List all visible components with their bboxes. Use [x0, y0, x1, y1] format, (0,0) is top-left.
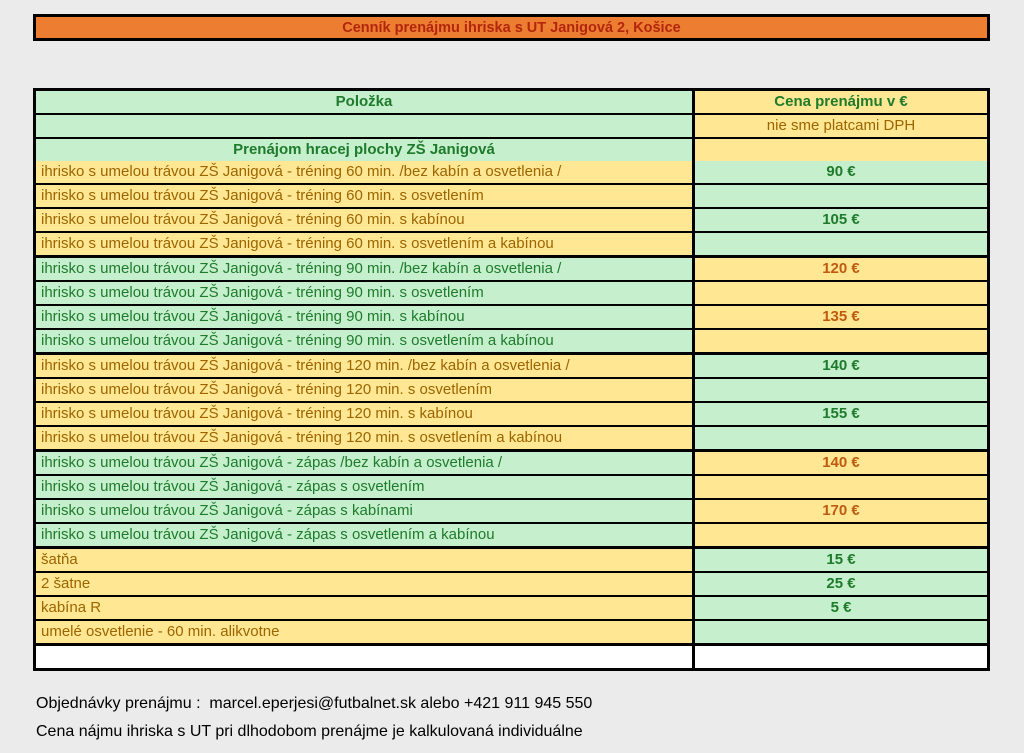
table-row: ihrisko s umelou trávou ZŠ Janigová - tr… [36, 328, 987, 352]
empty-price-cell [692, 139, 987, 161]
table-row: umelé osvetlenie - 60 min. alikvotne [36, 619, 987, 643]
table-row: ihrisko s umelou trávou ZŠ Janigová - zá… [36, 498, 987, 522]
item-cell: ihrisko s umelou trávou ZŠ Janigová - tr… [36, 330, 692, 352]
table-row: ihrisko s umelou trávou ZŠ Janigová - tr… [36, 377, 987, 401]
price-cell [692, 476, 987, 498]
table-rows: ihrisko s umelou trávou ZŠ Janigová - tr… [36, 161, 987, 643]
price-cell: 105 € [692, 209, 987, 231]
vat-note-cell: nie sme platcami DPH [692, 115, 987, 137]
price-cell [692, 524, 987, 546]
table-row: šatňa 15 € [36, 546, 987, 571]
price-cell: 15 € [692, 549, 987, 571]
page-title: Cenník prenájmu ihriska s UT Janigová 2,… [342, 19, 681, 36]
price-cell: 135 € [692, 306, 987, 328]
item-cell: ihrisko s umelou trávou ZŠ Janigová - tr… [36, 258, 692, 280]
price-cell: 5 € [692, 597, 987, 619]
table-row: 2 šatne 25 € [36, 571, 987, 595]
column-header-price: Cena prenájmu v € [692, 91, 987, 113]
item-cell: umelé osvetlenie - 60 min. alikvotne [36, 621, 692, 643]
table-row: ihrisko s umelou trávou ZŠ Janigová - tr… [36, 161, 987, 183]
price-cell: 120 € [692, 258, 987, 280]
empty-item-cell [36, 646, 692, 668]
table-row: ihrisko s umelou trávou ZŠ Janigová - tr… [36, 425, 987, 449]
price-cell [692, 185, 987, 207]
vat-note-row: nie sme platcami DPH [36, 113, 987, 137]
price-cell [692, 330, 987, 352]
title-bar: Cenník prenájmu ihriska s UT Janigová 2,… [33, 14, 990, 41]
item-cell: ihrisko s umelou trávou ZŠ Janigová - tr… [36, 233, 692, 255]
table-row: ihrisko s umelou trávou ZŠ Janigová - tr… [36, 352, 987, 377]
item-cell: ihrisko s umelou trávou ZŠ Janigová - zá… [36, 476, 692, 498]
table-row: ihrisko s umelou trávou ZŠ Janigová - tr… [36, 304, 987, 328]
item-cell: ihrisko s umelou trávou ZŠ Janigová - zá… [36, 524, 692, 546]
price-table: Položka Cena prenájmu v € nie sme platca… [33, 88, 990, 671]
table-row: ihrisko s umelou trávou ZŠ Janigová - zá… [36, 474, 987, 498]
column-header-item: Položka [36, 91, 692, 113]
price-cell: 155 € [692, 403, 987, 425]
price-cell [692, 621, 987, 643]
item-cell: kabína R [36, 597, 692, 619]
item-cell: ihrisko s umelou trávou ZŠ Janigová - tr… [36, 403, 692, 425]
section-header-row: Prenájom hracej plochy ZŠ Janigová [36, 137, 987, 161]
price-cell [692, 427, 987, 449]
item-cell: ihrisko s umelou trávou ZŠ Janigová - tr… [36, 161, 692, 183]
price-cell [692, 282, 987, 304]
orders-contact-line: Objednávky prenájmu : marcel.eperjesi@fu… [36, 695, 593, 712]
empty-bottom-row [36, 643, 987, 668]
section-header-cell: Prenájom hracej plochy ZŠ Janigová [36, 139, 692, 161]
item-cell: ihrisko s umelou trávou ZŠ Janigová - tr… [36, 282, 692, 304]
table-row: ihrisko s umelou trávou ZŠ Janigová - tr… [36, 280, 987, 304]
item-cell: ihrisko s umelou trávou ZŠ Janigová - tr… [36, 355, 692, 377]
empty-price-cell [692, 646, 987, 668]
table-row: ihrisko s umelou trávou ZŠ Janigová - tr… [36, 401, 987, 425]
longterm-price-line: Cena nájmu ihriska s UT pri dlhodobom pr… [36, 723, 583, 740]
item-cell: 2 šatne [36, 573, 692, 595]
price-cell: 170 € [692, 500, 987, 522]
price-cell: 25 € [692, 573, 987, 595]
price-cell: 140 € [692, 452, 987, 474]
item-cell: ihrisko s umelou trávou ZŠ Janigová - tr… [36, 209, 692, 231]
item-cell: ihrisko s umelou trávou ZŠ Janigová - tr… [36, 185, 692, 207]
item-cell: ihrisko s umelou trávou ZŠ Janigová - tr… [36, 306, 692, 328]
table-row: ihrisko s umelou trávou ZŠ Janigová - tr… [36, 231, 987, 255]
footer: Objednávky prenájmu : marcel.eperjesi@fu… [36, 690, 592, 746]
empty-item-cell [36, 115, 692, 137]
price-cell: 90 € [692, 161, 987, 183]
item-cell: šatňa [36, 549, 692, 571]
table-row: ihrisko s umelou trávou ZŠ Janigová - tr… [36, 183, 987, 207]
table-row: ihrisko s umelou trávou ZŠ Janigová - zá… [36, 522, 987, 546]
item-cell: ihrisko s umelou trávou ZŠ Janigová - tr… [36, 379, 692, 401]
item-cell: ihrisko s umelou trávou ZŠ Janigová - zá… [36, 452, 692, 474]
price-cell [692, 379, 987, 401]
price-cell: 140 € [692, 355, 987, 377]
price-cell [692, 233, 987, 255]
table-header-row: Položka Cena prenájmu v € [36, 91, 987, 113]
table-row: ihrisko s umelou trávou ZŠ Janigová - tr… [36, 207, 987, 231]
item-cell: ihrisko s umelou trávou ZŠ Janigová - tr… [36, 427, 692, 449]
table-row: ihrisko s umelou trávou ZŠ Janigová - zá… [36, 449, 987, 474]
item-cell: ihrisko s umelou trávou ZŠ Janigová - zá… [36, 500, 692, 522]
table-row: ihrisko s umelou trávou ZŠ Janigová - tr… [36, 255, 987, 280]
